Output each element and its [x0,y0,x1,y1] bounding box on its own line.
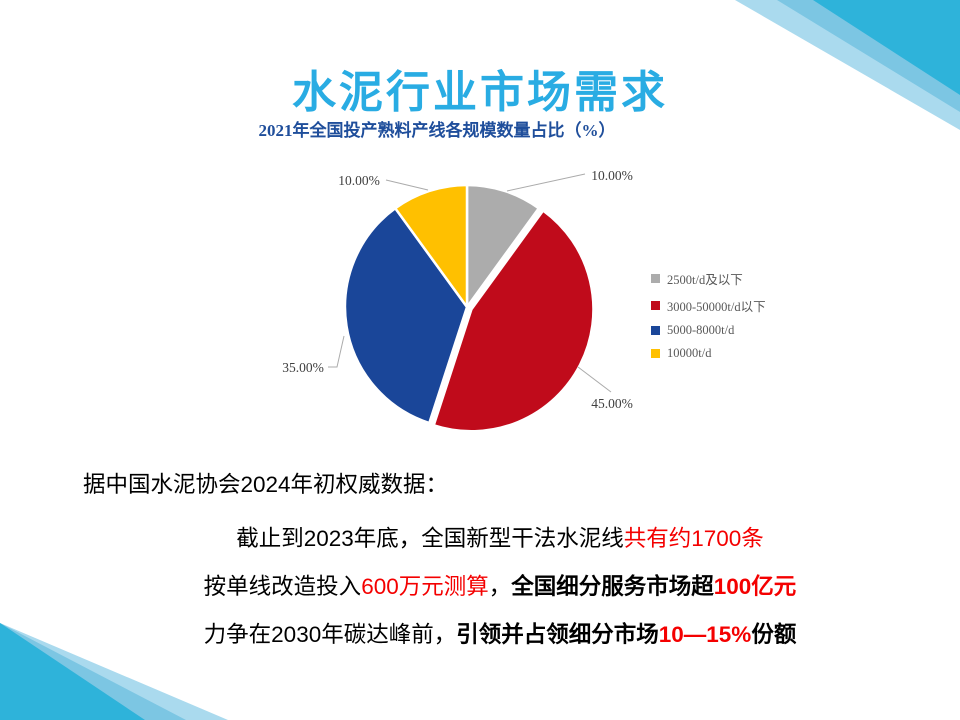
legend-item: 5000-8000t/d [651,323,766,338]
legend-swatch [651,274,660,283]
chart-legend: 2500t/d及以下 3000-50000t/d以下 5000-8000t/d 100… [651,269,766,369]
legend-item: 2500t/d及以下 [651,269,766,288]
page-title: 水泥行业市场需求 [292,68,668,117]
body-line-4: 力争在2030年碳达峰前，引领并占领细分市场10—15%份额 [20,617,960,649]
legend-label: 2500t/d及以下 [667,273,743,287]
body-line-2: 截止到2023年底，全国新型干法水泥线共有约1700条 [20,521,960,553]
pie-label-red: 45.00% [591,396,633,411]
legend-swatch [651,326,660,335]
legend-item: 10000t/d [651,346,766,361]
deco-top-right-teal [813,0,960,95]
text-segment: 100亿元 [713,574,797,599]
text-segment: 600万元测算 [361,574,489,599]
pie-slice-1 [432,209,595,433]
text-segment: 份额 [751,622,797,647]
text-segment: 按单线改造投入 [203,574,362,599]
pie-label-yellow: 10.00% [338,173,380,188]
body-line-3: 按单线改造投入600万元测算，全国细分服务市场超100亿元 [20,569,960,601]
leader-line-gray [506,173,586,192]
legend-swatch [651,349,660,358]
leader-line-yellow [385,179,429,191]
pie-slice-0 [465,183,540,309]
pie-slice-3 [394,183,469,309]
pie-slice-2 [343,207,469,425]
text-segment: 力争在2030年碳达峰前， [203,622,457,647]
legend-swatch [651,301,660,310]
pie-label-blue: 35.00% [282,360,324,375]
leader-line-red [577,366,612,393]
legend-label: 5000-8000t/d [667,323,735,337]
pie-slices [343,183,595,433]
legend-label: 10000t/d [667,346,712,360]
text-segment: 共有约1700条 [623,526,764,551]
text-segment: 截止到2023年底，全国新型干法水泥线 [236,526,624,551]
text-segment: ， [488,574,512,599]
deco-bottom-left-teal [0,623,145,720]
legend-item: 3000-50000t/d以下 [651,296,766,315]
leader-line-blue [328,335,345,368]
pie-label-gray: 10.00% [591,168,633,183]
body-line-1: 据中国水泥协会2024年初权威数据： [83,472,449,497]
text-segment: 全国细分服务市场超 [511,574,714,599]
chart-title: 2021年全国投产熟料产线各规模数量占比（%） [258,121,616,140]
text-segment: 10—15% [658,622,752,647]
legend-label: 3000-50000t/d以下 [667,300,766,314]
text-segment: 引领并占领细分市场 [456,622,659,647]
